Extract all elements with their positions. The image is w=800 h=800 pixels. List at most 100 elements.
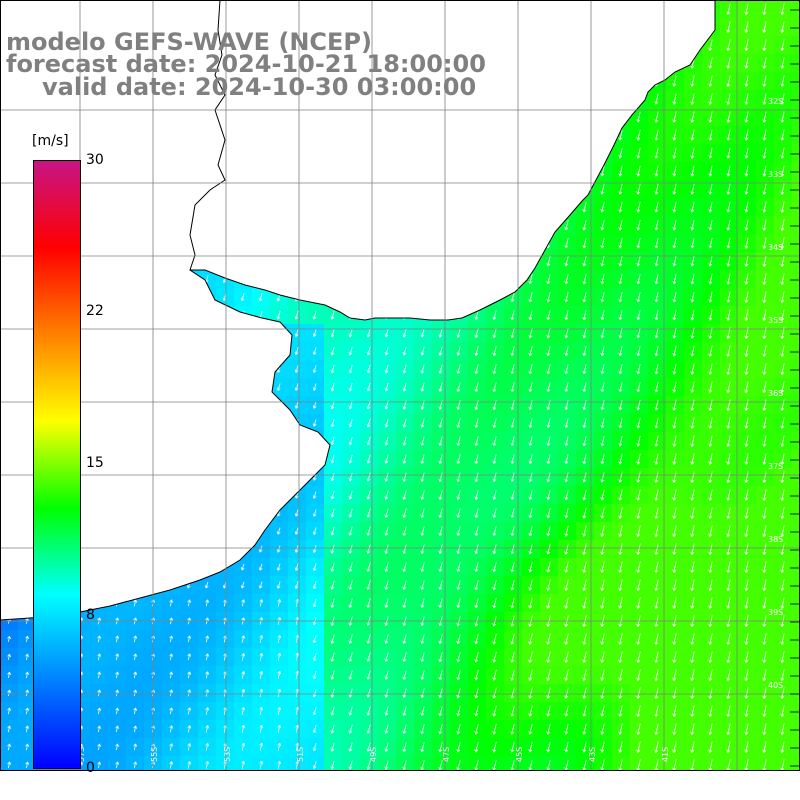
wind-arrow [600,328,605,339]
wind-arrow [546,525,551,537]
wind-arrow [672,741,677,753]
wind-cell [792,630,800,648]
wind-arrow [330,454,335,464]
wind-arrow [402,418,407,428]
wind-arrow [330,544,335,554]
wind-arrow [402,490,407,500]
wind-arrow [97,671,102,679]
wind-arrow [438,328,443,338]
wind-arrow [546,651,551,663]
wind-arrow [330,310,335,320]
wind-arrow [366,472,371,482]
wind-arrow [762,57,767,69]
wind-arrow [276,545,281,553]
wind-arrow [294,383,299,391]
wind-arrow [780,3,785,15]
wind-arrow [690,507,695,519]
wind-arrow [420,490,425,500]
wind-arrow [259,599,264,607]
wind-arrow [636,741,641,753]
wind-arrow [654,399,659,411]
wind-arrow [456,418,461,428]
wind-arrow [7,671,11,679]
wind-arrow [600,364,605,375]
wind-cell [792,702,800,720]
wind-arrow [492,490,497,500]
wind-arrow [384,436,389,446]
wind-arrow [582,273,587,285]
latitude-label: 38S [768,535,783,544]
wind-arrow [762,363,767,375]
wind-arrow [708,273,713,285]
wind-arrow [420,688,425,699]
wind-arrow [402,508,407,518]
wind-arrow [564,364,569,375]
wind-arrow [672,255,677,267]
wind-arrow [564,291,569,303]
wind-arrow [456,634,461,645]
wind-arrow [726,75,731,87]
wind-arrow [259,724,264,733]
wind-arrow [133,653,138,661]
wind-arrow [618,346,623,357]
wind-arrow [762,489,767,501]
wind-arrow [366,760,371,770]
wind-arrow [582,454,587,465]
wind-arrow [780,201,785,213]
wind-arrow [240,581,245,589]
wind-arrow [492,454,497,464]
wind-arrow [708,129,713,141]
wind-arrow [582,328,587,339]
wind-arrow [456,669,461,681]
wind-arrow [348,760,353,770]
wind-arrow [456,598,461,609]
wind-arrow [366,724,371,734]
wind-arrow [672,345,677,357]
wind-arrow [510,705,515,717]
wind-arrow [474,741,479,753]
wind-arrow [384,652,389,662]
wind-arrow [259,653,264,661]
wind-arrow [115,635,120,643]
wind-arrow [636,489,641,501]
wind-arrow [402,328,407,338]
wind-arrow [672,273,677,285]
wind-arrow [348,670,353,680]
wind-arrow [456,544,461,554]
wind-arrow [780,561,785,573]
wind-arrow [546,597,551,609]
wind-arrow [780,399,785,411]
title-model: modelo GEFS-WAVE (NCEP) [6,28,372,56]
wind-arrow [546,382,551,393]
coastline [0,0,716,621]
wind-arrow [744,3,749,15]
colorbar-tick-30: 30 [86,152,104,168]
wind-arrow [438,508,443,518]
wind-arrow [564,633,569,645]
wind-arrow [294,347,299,355]
wind-arrow [690,291,695,303]
wind-arrow [708,417,713,429]
wind-arrow [654,435,659,447]
wind-arrow [366,418,371,428]
wind-arrow [708,363,713,375]
wind-arrow [708,723,713,735]
wind-arrow [654,129,659,141]
wind-arrow [708,435,713,447]
wind-arrow [744,561,749,573]
wind-arrow [187,707,192,715]
wind-arrow [348,364,353,374]
wind-arrow [636,705,641,717]
wind-arrow [492,597,497,609]
wind-arrow [492,651,497,663]
wind-arrow [654,237,659,249]
wind-arrow [636,147,641,159]
wind-arrow [492,436,497,447]
wind-arrow [654,381,659,393]
wind-arrow [762,345,767,357]
wind-arrow [510,328,515,339]
wind-arrow [672,561,677,573]
wind-arrow [636,723,641,735]
wind-arrow [726,165,731,177]
wind-arrow [492,669,497,681]
